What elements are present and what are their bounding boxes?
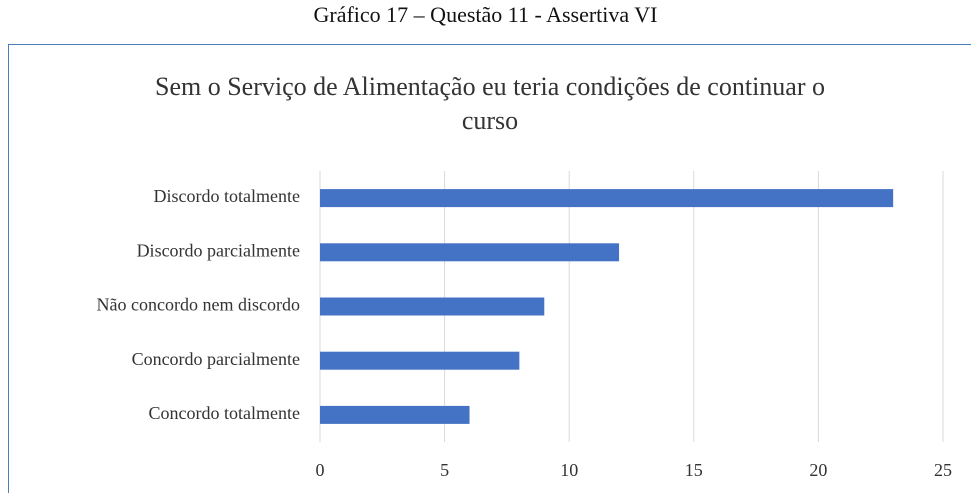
bar — [320, 189, 894, 208]
y-tick-label: Concordo parcialmente — [132, 349, 300, 369]
chart-title: Sem o Serviço de Alimentação eu teria co… — [155, 72, 825, 135]
y-tick-label: Discordo totalmente — [154, 186, 300, 206]
y-tick-label: Concordo totalmente — [149, 403, 300, 423]
chart-frame — [8, 44, 971, 493]
x-tick-label: 10 — [560, 460, 578, 480]
x-tick-label: 25 — [934, 460, 952, 480]
caption: Gráfico 17 – Questão 11 - Assertiva VI — [313, 2, 658, 27]
x-tick-label: 5 — [440, 460, 449, 480]
bar — [320, 297, 545, 316]
x-tick-label: 20 — [809, 460, 827, 480]
bar — [320, 351, 520, 370]
x-tick-label: 0 — [316, 460, 325, 480]
bar — [320, 243, 620, 262]
bar — [320, 405, 470, 424]
y-tick-label: Não concordo nem discordo — [97, 295, 300, 315]
x-tick-label: 15 — [685, 460, 703, 480]
y-tick-label: Discordo parcialmente — [137, 240, 300, 260]
